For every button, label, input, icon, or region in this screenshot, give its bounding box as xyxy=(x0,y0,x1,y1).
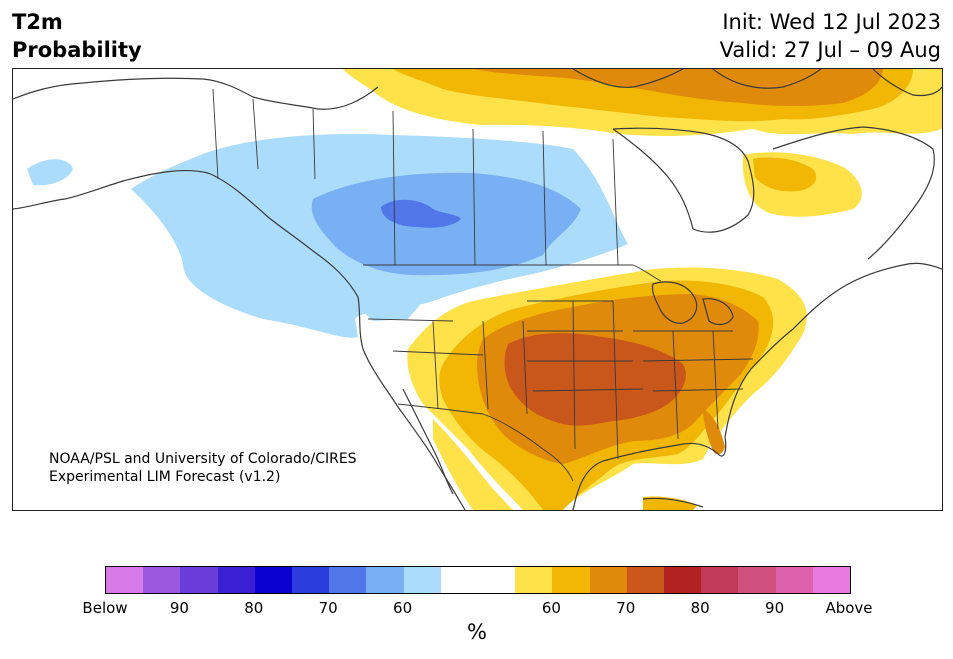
coast-greenland xyxy=(872,69,942,97)
colorbar-unit: % xyxy=(467,620,487,644)
colorbar-cell xyxy=(589,567,627,593)
valid-range: Valid: 27 Jul – 09 Aug xyxy=(719,38,941,62)
map-panel xyxy=(12,68,943,511)
coast-hudson-bay xyxy=(612,127,755,233)
above-normal-shading xyxy=(343,69,942,510)
great-lakes xyxy=(651,281,734,326)
border-us-mexico xyxy=(397,403,574,482)
probability-map xyxy=(13,69,942,510)
title-line-1: T2m xyxy=(12,10,63,34)
border-states-central xyxy=(527,300,644,460)
coast-gulf xyxy=(572,436,727,510)
map-credit: NOAA/PSL and University of Colorado/CIRE… xyxy=(49,450,357,486)
colorbar-tick-label: 70 xyxy=(616,599,636,617)
colorbar-tick-label: 60 xyxy=(541,599,561,617)
map-title: T2m Probability xyxy=(12,8,142,64)
colorbar-cell xyxy=(254,567,293,593)
credit-line-2: Experimental LIM Forecast (v1.2) xyxy=(49,469,281,485)
forecast-dates: Init: Wed 12 Jul 2023 Valid: 27 Jul – 09… xyxy=(720,8,941,64)
coast-arctic-islands xyxy=(572,69,822,89)
colorbar-cell xyxy=(515,567,553,593)
shade-gold-cuba xyxy=(643,496,698,510)
colorbar-cell xyxy=(217,567,255,593)
coast-atlantic xyxy=(724,262,942,438)
credit-line-1: NOAA/PSL and University of Colorado/CIRE… xyxy=(49,451,357,467)
shade-dark-blue-core xyxy=(381,199,461,228)
colorbar-cell xyxy=(403,567,441,593)
border-provinces xyxy=(252,98,619,266)
colorbar-cell xyxy=(329,567,367,593)
colorbar-cell xyxy=(701,567,739,593)
colorbar-cell xyxy=(292,567,330,593)
colorbar-tick-label: 90 xyxy=(765,599,785,617)
colorbar-tick-label: 80 xyxy=(690,599,710,617)
colorbar-cell xyxy=(552,567,590,593)
colorbar-cell xyxy=(366,567,404,593)
colorbar-tick-label: Above xyxy=(825,599,873,617)
border-states-west xyxy=(367,318,528,415)
colorbar-cell xyxy=(440,567,479,593)
colorbar-tick-label: 70 xyxy=(318,599,338,617)
border-alaska-canada xyxy=(212,88,219,180)
coastlines xyxy=(13,69,942,510)
colorbar xyxy=(105,566,851,594)
coast-pacific xyxy=(357,296,466,510)
colorbar-cell xyxy=(812,567,851,593)
shade-rust-us xyxy=(504,333,686,426)
colorbar-cell xyxy=(738,567,776,593)
shade-gold-quebec xyxy=(753,157,817,192)
coast-labrador xyxy=(772,126,935,260)
colorbar-cell xyxy=(775,567,813,593)
colorbar-tick-label: 80 xyxy=(244,599,264,617)
political-borders xyxy=(212,88,754,482)
coast-alaska-south xyxy=(13,169,359,298)
colorbar-tick-label: Below xyxy=(82,599,128,617)
shade-yellow-mexico xyxy=(433,419,513,510)
coast-cuba xyxy=(642,497,704,508)
below-normal-shading xyxy=(27,133,628,338)
colorbar-tick-label: 60 xyxy=(393,599,413,617)
colorbar-cell xyxy=(664,567,702,593)
colorbar-cell xyxy=(106,567,144,593)
shade-light-blue-alaska xyxy=(27,159,73,186)
coast-alaska xyxy=(13,77,379,110)
shade-orange-arctic xyxy=(473,69,883,106)
shade-light-blue-west xyxy=(358,269,423,321)
title-line-2: Probability xyxy=(12,38,142,62)
border-states-east xyxy=(633,330,754,440)
colorbar-cell xyxy=(478,567,516,593)
colorbar-cell xyxy=(143,567,181,593)
colorbar-cell xyxy=(626,567,665,593)
init-date: Init: Wed 12 Jul 2023 xyxy=(722,10,941,34)
border-us-canada xyxy=(363,264,662,282)
colorbar-tick-label: 90 xyxy=(169,599,189,617)
shade-orange-florida xyxy=(703,409,725,455)
colorbar-cell xyxy=(180,567,218,593)
